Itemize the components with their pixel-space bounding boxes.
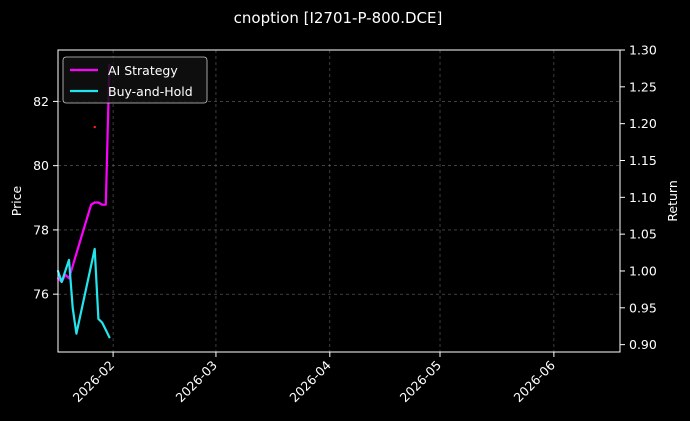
- y-right-tick-label: 1.15: [629, 153, 657, 168]
- legend-box: [62, 56, 208, 104]
- y-axis-right-label: Return: [665, 180, 680, 221]
- price-points: [93, 125, 96, 129]
- chart-title: cnoption [I2701-P-800.DCE]: [234, 9, 443, 27]
- legend-label-buy-and-hold: Buy-and-Hold: [108, 84, 193, 99]
- y-right-tick-label: 1.30: [629, 43, 657, 58]
- y-right-tick-label: 1.00: [629, 263, 657, 278]
- y-left-tick-label: 76: [33, 287, 49, 302]
- y-axis-left-label: Price: [9, 185, 24, 216]
- y-right-tick-label: 1.25: [629, 79, 657, 94]
- y-left-tick-label: 78: [33, 222, 49, 237]
- y-axis-left: 76 78 80 82: [33, 94, 58, 302]
- y-right-tick-label: 0.90: [629, 337, 657, 352]
- y-right-tick-label: 0.95: [629, 300, 657, 315]
- y-right-tick-label: 1.05: [629, 227, 657, 242]
- legend-label-ai-strategy: AI Strategy: [108, 63, 178, 78]
- legend: AI Strategy Buy-and-Hold: [62, 56, 208, 104]
- series-line-buy-and-hold: [56, 247, 111, 339]
- y-left-tick-label: 82: [33, 94, 49, 109]
- y-left-tick-label: 80: [33, 158, 49, 173]
- plot-frame: [57, 49, 621, 353]
- y-axis-right: 0.90 0.95 1.00 1.05 1.10 1.15 1.20 1.25 1.30: [620, 43, 657, 352]
- y-right-tick-label: 1.20: [629, 116, 657, 131]
- series-layer: [56, 63, 111, 339]
- y-right-tick-label: 1.10: [629, 190, 657, 205]
- price-point: [93, 125, 96, 129]
